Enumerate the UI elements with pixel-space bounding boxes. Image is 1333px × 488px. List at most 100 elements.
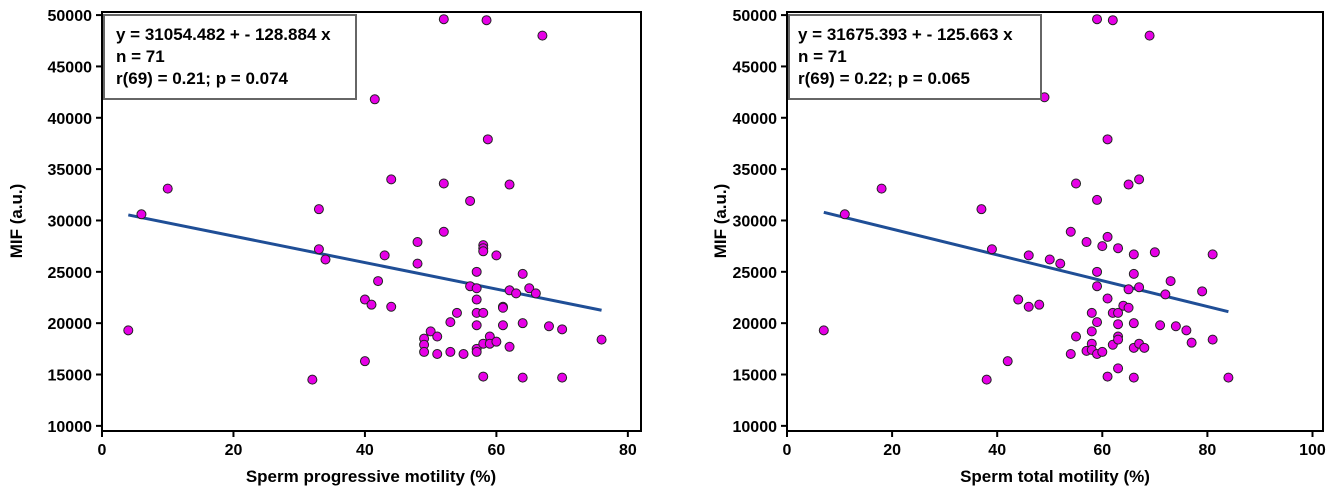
data-point — [976, 204, 987, 215]
data-point — [986, 244, 997, 255]
stats-box: y = 31675.393 + - 125.663 x n = 71 r(69)… — [788, 14, 1042, 100]
y-tick-label: 35000 — [733, 162, 778, 179]
y-tick-label: 40000 — [733, 111, 778, 128]
data-point — [1197, 286, 1208, 297]
data-point — [1128, 318, 1139, 329]
x-tick-label: 20 — [883, 442, 901, 459]
data-point — [557, 324, 568, 335]
data-point — [1113, 319, 1124, 330]
data-point — [369, 94, 380, 105]
x-tick-label: 20 — [225, 442, 243, 459]
data-point — [445, 346, 456, 357]
x-tick-label: 0 — [98, 442, 107, 459]
data-point — [1144, 30, 1155, 41]
data-point — [307, 374, 318, 385]
y-tick-label: 10000 — [48, 419, 93, 436]
data-point — [1065, 348, 1076, 359]
data-point — [136, 209, 147, 220]
data-point — [1097, 346, 1108, 357]
data-point — [1165, 276, 1176, 287]
data-point — [504, 179, 515, 190]
data-point — [1139, 342, 1150, 353]
data-point — [557, 372, 568, 383]
x-tick-label: 80 — [619, 442, 637, 459]
data-point — [1123, 179, 1134, 190]
panel-progressive-motility: 0 20 40 60 80 10000 15000 20000 25000 30000 35000 4… — [7, 8, 642, 486]
data-point — [313, 244, 324, 255]
data-point — [471, 346, 482, 357]
x-axis-label: Sperm total motility (%) — [960, 467, 1150, 486]
data-point — [366, 299, 377, 310]
data-point — [465, 195, 476, 206]
data-point — [438, 178, 449, 189]
data-point — [1102, 293, 1113, 304]
data-point — [1123, 284, 1134, 295]
data-point — [373, 276, 384, 287]
stats-equation: y = 31675.393 + - 125.663 x — [798, 25, 1013, 44]
data-point — [1055, 258, 1066, 269]
data-point — [412, 237, 423, 248]
data-point — [478, 246, 489, 257]
y-tick-label: 15000 — [48, 368, 93, 385]
data-point — [1102, 231, 1113, 242]
data-point — [1086, 307, 1097, 318]
data-point — [1092, 266, 1103, 277]
y-tick-label: 35000 — [48, 162, 93, 179]
data-point — [451, 307, 462, 318]
y-axis-label: MIF (a.u.) — [711, 184, 730, 259]
data-point — [438, 226, 449, 237]
y-tick-label: 25000 — [48, 265, 93, 282]
data-point — [432, 331, 443, 342]
y-tick-label: 50000 — [48, 8, 93, 25]
data-point — [386, 174, 397, 185]
x-axis-label: Sperm progressive motility (%) — [246, 467, 496, 486]
data-point — [1086, 326, 1097, 337]
data-point — [1097, 241, 1108, 252]
data-point — [1134, 282, 1145, 293]
data-point — [1181, 325, 1192, 336]
data-point — [1113, 363, 1124, 374]
data-point — [445, 317, 456, 328]
data-point — [419, 346, 430, 357]
data-point — [530, 288, 541, 299]
stats-n: n = 71 — [116, 47, 165, 66]
y-tick-label: 15000 — [733, 368, 778, 385]
data-point — [524, 283, 535, 294]
stats-r-p: r(69) = 0.21; p = 0.074 — [116, 69, 289, 88]
data-point — [1092, 281, 1103, 292]
data-point — [1149, 247, 1160, 258]
data-point — [1128, 268, 1139, 279]
x-tick-label: 60 — [1093, 442, 1111, 459]
data-point — [511, 288, 522, 299]
data-point — [359, 294, 370, 305]
y-tick-label: 50000 — [733, 8, 778, 25]
data-point — [1023, 250, 1034, 261]
data-point — [478, 371, 489, 382]
y-tick-label: 30000 — [48, 213, 93, 230]
data-point — [1002, 356, 1013, 367]
data-point — [839, 209, 850, 220]
y-axis-label: MIF (a.u.) — [7, 184, 26, 259]
data-point — [432, 348, 443, 359]
y-tick-label: 10000 — [733, 419, 778, 436]
data-point — [543, 321, 554, 332]
data-point — [537, 30, 548, 41]
data-point — [1223, 372, 1234, 383]
data-point — [359, 356, 370, 367]
x-tick-label: 0 — [783, 442, 792, 459]
data-point — [1123, 302, 1134, 313]
data-point — [1113, 243, 1124, 254]
data-point — [1081, 237, 1092, 248]
x-tick-label: 40 — [356, 442, 374, 459]
y-tick-label: 45000 — [48, 59, 93, 76]
data-point — [1134, 174, 1145, 185]
data-point — [1207, 334, 1218, 345]
data-point — [497, 320, 508, 331]
data-point — [1092, 317, 1103, 328]
data-point — [981, 374, 992, 385]
data-point — [504, 341, 515, 352]
data-point — [412, 258, 423, 269]
data-point — [1128, 249, 1139, 260]
data-point — [1092, 194, 1103, 205]
data-point — [1128, 372, 1139, 383]
